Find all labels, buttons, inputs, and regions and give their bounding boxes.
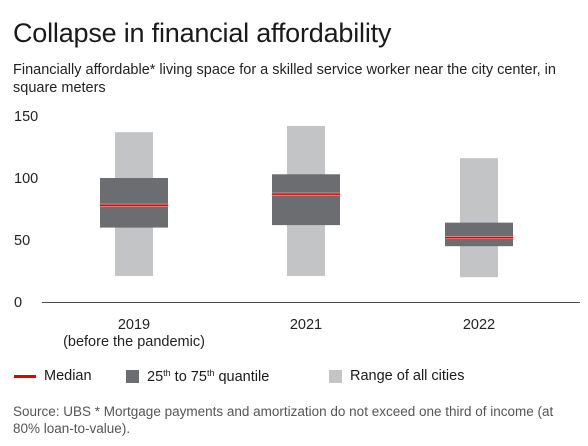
chart-title: Collapse in financial affordability bbox=[13, 18, 392, 48]
y-tick-label-0: 0 bbox=[14, 295, 22, 311]
legend-label-median: Median bbox=[44, 368, 92, 384]
legend-swatch-median bbox=[14, 374, 36, 378]
y-tick-label-100: 100 bbox=[14, 171, 38, 187]
legend-swatch-range bbox=[329, 369, 342, 383]
x-tick-label-2022: 2022 bbox=[463, 317, 495, 333]
source-note: Source: UBS * Mortgage payments and amor… bbox=[13, 404, 554, 436]
y-tick-label-50: 50 bbox=[14, 233, 30, 249]
legend-item-range: Range of all cities bbox=[329, 368, 464, 384]
legend-label-iqr: 25th to 75th quantile bbox=[147, 368, 269, 385]
x-tick-sublabel-2019: (before the pandemic) bbox=[63, 334, 205, 350]
box-chart: 0 50 100 150 2019(before the pandemic) 2021 20… bbox=[14, 109, 580, 350]
legend-item-iqr: 25th to 75th quantile bbox=[126, 368, 269, 385]
iqr-box-2019 bbox=[100, 178, 168, 228]
y-tick-label-150: 150 bbox=[14, 109, 38, 125]
x-tick-label-2021: 2021 bbox=[290, 317, 322, 333]
iqr-box-2022 bbox=[445, 222, 513, 247]
legend: Median 25th to 75th quantile Range of al… bbox=[14, 368, 574, 388]
legend-iqr-suffix: quantile bbox=[214, 369, 270, 385]
legend-swatch-iqr bbox=[126, 370, 139, 383]
iqr-box-2021 bbox=[272, 174, 340, 226]
range-bar-2022 bbox=[460, 158, 498, 278]
legend-iqr-sup1: th bbox=[163, 368, 171, 378]
x-tick-label-2019: 2019 bbox=[118, 317, 150, 333]
legend-label-range: Range of all cities bbox=[350, 368, 465, 384]
legend-iqr-prefix: 25 bbox=[147, 369, 164, 385]
legend-iqr-sup2: th bbox=[206, 368, 215, 378]
chart-subtitle: Financially affordable* living space for… bbox=[13, 62, 556, 96]
legend-item-median: Median bbox=[14, 368, 92, 384]
legend-iqr-mid: to 75 bbox=[170, 369, 207, 385]
